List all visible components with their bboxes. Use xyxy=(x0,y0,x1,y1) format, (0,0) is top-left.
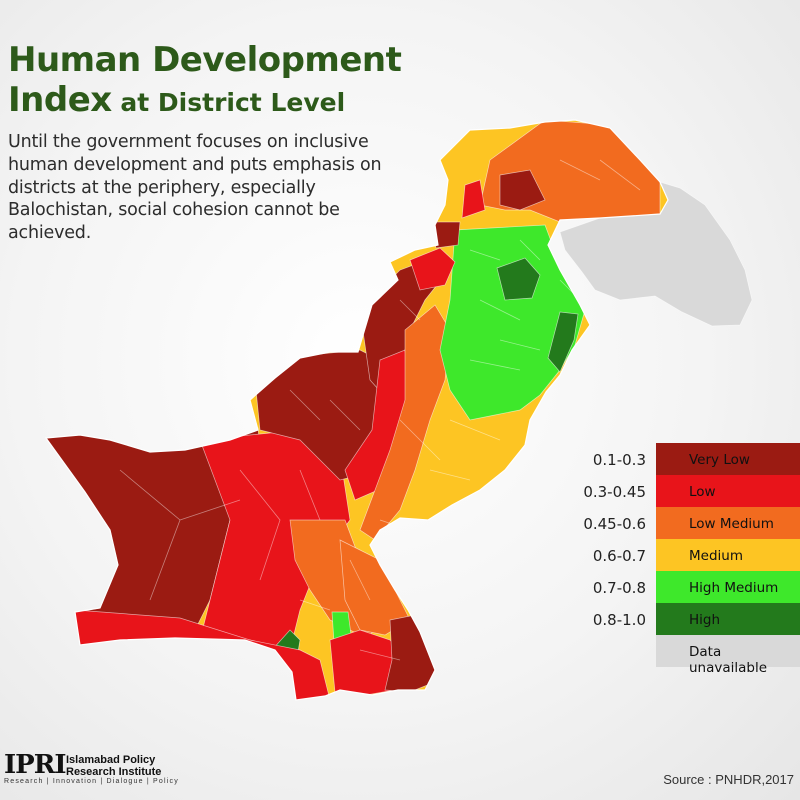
legend-item: 0.6-0.7 Medium xyxy=(560,539,800,571)
legend-range: 0.3-0.45 xyxy=(583,483,646,501)
legend-range: 0.45-0.6 xyxy=(583,515,646,533)
legend-item: Data unavailable xyxy=(560,635,800,676)
legend-label: Medium xyxy=(689,548,743,564)
legend-range: 0.1-0.3 xyxy=(592,451,646,469)
legend-item: 0.45-0.6 Low Medium xyxy=(560,507,800,539)
legend-label: High Medium xyxy=(689,580,779,596)
subtitle: Until the government focuses on inclusiv… xyxy=(8,132,382,243)
legend-range: 0.8-1.0 xyxy=(592,611,646,629)
legend-item: 0.1-0.3 Very Low xyxy=(560,443,800,475)
legend-item: 0.7-0.8 High Medium xyxy=(560,571,800,603)
region-very-low-thar xyxy=(384,614,441,693)
legend-label: High xyxy=(689,612,721,628)
legend-swatch xyxy=(656,443,800,475)
legend-label: Data unavailable xyxy=(689,644,768,676)
region-low-waziristan xyxy=(409,247,456,291)
legend-label: Very Low xyxy=(689,452,750,468)
legend-item: 0.3-0.45 Low xyxy=(560,475,800,507)
title-line-2-rest: at District Level xyxy=(111,88,346,118)
region-high-lahore xyxy=(547,311,579,373)
map-title: Human Development Index at District Leve… xyxy=(8,40,402,121)
legend-range: 0.6-0.7 xyxy=(592,547,646,565)
region-very-low-kohistan xyxy=(499,169,546,211)
ipri-logo: IPRI Islamabad Policy Research Institute… xyxy=(4,750,204,790)
region-very-low-kurram xyxy=(429,221,461,249)
source-note: Source : PNHDR,2017 xyxy=(663,772,794,787)
legend-label: Low xyxy=(689,484,716,500)
legend-item: 0.8-1.0 High xyxy=(560,603,800,635)
title-line-2-index: Index xyxy=(8,80,112,121)
legend-swatch xyxy=(656,475,800,507)
legend-swatch xyxy=(656,635,800,667)
logo-mark: IPRI xyxy=(4,750,66,780)
title-line-1: Human Development xyxy=(8,40,402,80)
legend-swatch xyxy=(656,571,800,603)
legend-swatch xyxy=(656,603,800,635)
legend-label: Low Medium xyxy=(689,516,774,532)
logo-name: Islamabad Policy Research Institute xyxy=(66,754,162,779)
legend-swatch xyxy=(656,507,800,539)
legend-swatch xyxy=(656,539,800,571)
legend-range: 0.7-0.8 xyxy=(592,579,646,597)
region-low-chitral xyxy=(461,179,486,219)
region-high-islamabad xyxy=(496,257,541,301)
logo-tagline: Research | Innovation | Dialogue | Polic… xyxy=(4,778,179,785)
